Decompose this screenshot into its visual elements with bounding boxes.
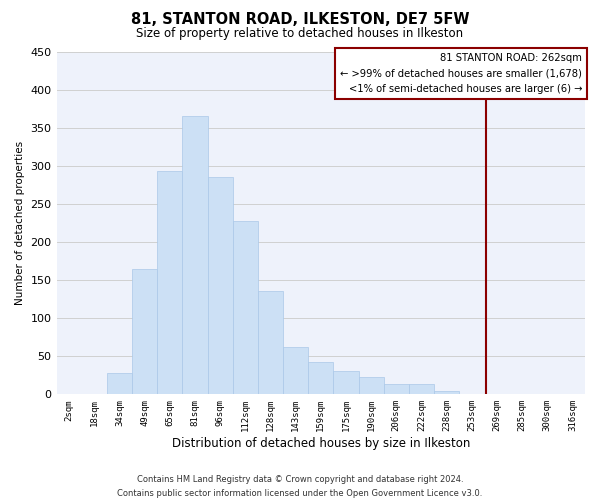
X-axis label: Distribution of detached houses by size in Ilkeston: Distribution of detached houses by size …: [172, 437, 470, 450]
Bar: [258, 292, 283, 395]
Bar: [157, 171, 182, 394]
Bar: [132, 268, 157, 394]
Bar: [359, 377, 383, 394]
Text: Size of property relative to detached houses in Ilkeston: Size of property relative to detached ho…: [136, 28, 464, 40]
Bar: [409, 384, 434, 394]
Bar: [383, 384, 409, 394]
Bar: [283, 347, 308, 395]
Bar: [182, 116, 208, 394]
Text: Contains HM Land Registry data © Crown copyright and database right 2024.
Contai: Contains HM Land Registry data © Crown c…: [118, 476, 482, 498]
Bar: [308, 362, 334, 394]
Bar: [208, 177, 233, 394]
Bar: [434, 390, 459, 394]
Text: 81, STANTON ROAD, ILKESTON, DE7 5FW: 81, STANTON ROAD, ILKESTON, DE7 5FW: [131, 12, 469, 28]
Text: 81 STANTON ROAD: 262sqm
← >99% of detached houses are smaller (1,678)
<1% of sem: 81 STANTON ROAD: 262sqm ← >99% of detach…: [340, 53, 583, 94]
Bar: [107, 373, 132, 394]
Bar: [334, 372, 359, 394]
Y-axis label: Number of detached properties: Number of detached properties: [15, 141, 25, 305]
Bar: [233, 220, 258, 394]
